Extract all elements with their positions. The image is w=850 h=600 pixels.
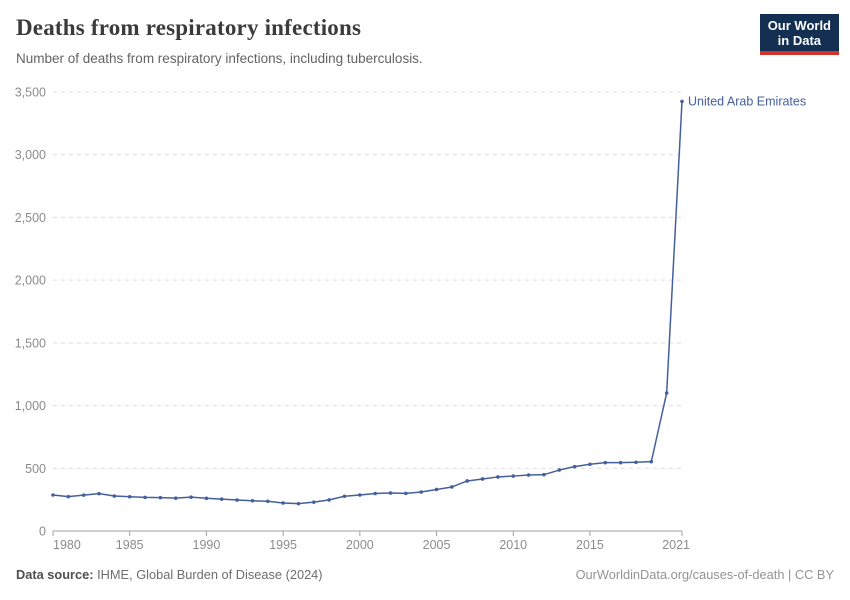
data-point — [358, 493, 362, 497]
data-point — [235, 498, 239, 502]
data-point — [603, 460, 608, 465]
data-point — [557, 468, 562, 472]
data-point — [158, 495, 163, 500]
data-point — [588, 462, 592, 467]
data-line — [52, 101, 683, 505]
data-source: Data source: IHME, Global Burden of Dise… — [16, 567, 323, 582]
entity-label: United Arab Emirates — [688, 94, 806, 108]
data-point — [664, 391, 669, 395]
y-tick-label: 2,000 — [15, 274, 46, 288]
x-tick-label: 2005 — [423, 538, 451, 552]
data-point — [373, 491, 377, 496]
y-tick-label: 3,500 — [15, 86, 46, 100]
owid-logo[interactable]: Our World in Data — [759, 14, 839, 55]
owid-logo-line2: in Data — [777, 33, 822, 48]
data-point — [465, 479, 470, 483]
x-tick-label: 2015 — [576, 538, 604, 552]
x-tick-label: 2010 — [499, 538, 527, 552]
data-point — [388, 491, 393, 495]
data-point — [97, 491, 101, 496]
data-source-value: IHME, Global Burden of Disease (2024) — [93, 567, 323, 582]
y-tick-label: 2,500 — [15, 211, 46, 225]
data-point — [219, 497, 224, 501]
data-point — [680, 99, 684, 104]
y-tick-label: 500 — [25, 462, 46, 476]
data-point — [250, 498, 255, 503]
x-tick-label: 2021 — [662, 538, 690, 552]
data-point — [480, 477, 485, 481]
data-point — [296, 501, 301, 506]
x-tick-label: 1985 — [116, 538, 144, 552]
data-point — [634, 460, 638, 465]
y-tick-label: 1,500 — [15, 336, 46, 350]
data-point — [511, 474, 516, 478]
data-point — [542, 472, 546, 477]
data-point — [312, 500, 316, 504]
data-point — [450, 485, 454, 489]
data-point — [327, 498, 331, 502]
data-point — [342, 494, 347, 499]
data-point — [66, 494, 71, 499]
data-point — [143, 495, 147, 500]
data-point — [281, 501, 285, 505]
data-point — [496, 475, 500, 479]
x-tick-label: 1980 — [53, 538, 81, 552]
y-tick-label: 3,000 — [15, 148, 46, 162]
data-point — [649, 459, 654, 464]
x-tick-label: 1990 — [193, 538, 221, 552]
data-point — [419, 490, 423, 494]
chart-title: Deaths from respiratory infections — [16, 15, 362, 40]
data-point — [204, 496, 209, 501]
data-point — [526, 473, 531, 477]
data-source-label: Data source: — [16, 567, 94, 582]
data-point — [81, 493, 86, 497]
data-point — [112, 494, 117, 498]
x-tick-label: 1995 — [269, 538, 297, 552]
data-point — [189, 495, 193, 499]
data-point — [51, 493, 55, 497]
data-point — [265, 499, 270, 504]
data-point — [572, 464, 577, 469]
owid-logo-line1: Our World — [767, 18, 831, 33]
data-point — [173, 496, 178, 500]
y-tick-label: 0 — [39, 525, 46, 539]
data-point — [434, 487, 439, 492]
data-point — [618, 460, 623, 465]
data-point — [127, 494, 132, 499]
chart-subtitle: Number of deaths from respiratory infect… — [16, 51, 423, 66]
data-point — [404, 491, 408, 496]
footer-link[interactable]: OurWorldinData.org/causes-of-death | CC … — [575, 567, 834, 582]
x-tick-label: 2000 — [346, 538, 374, 552]
y-tick-label: 1,000 — [15, 399, 46, 413]
